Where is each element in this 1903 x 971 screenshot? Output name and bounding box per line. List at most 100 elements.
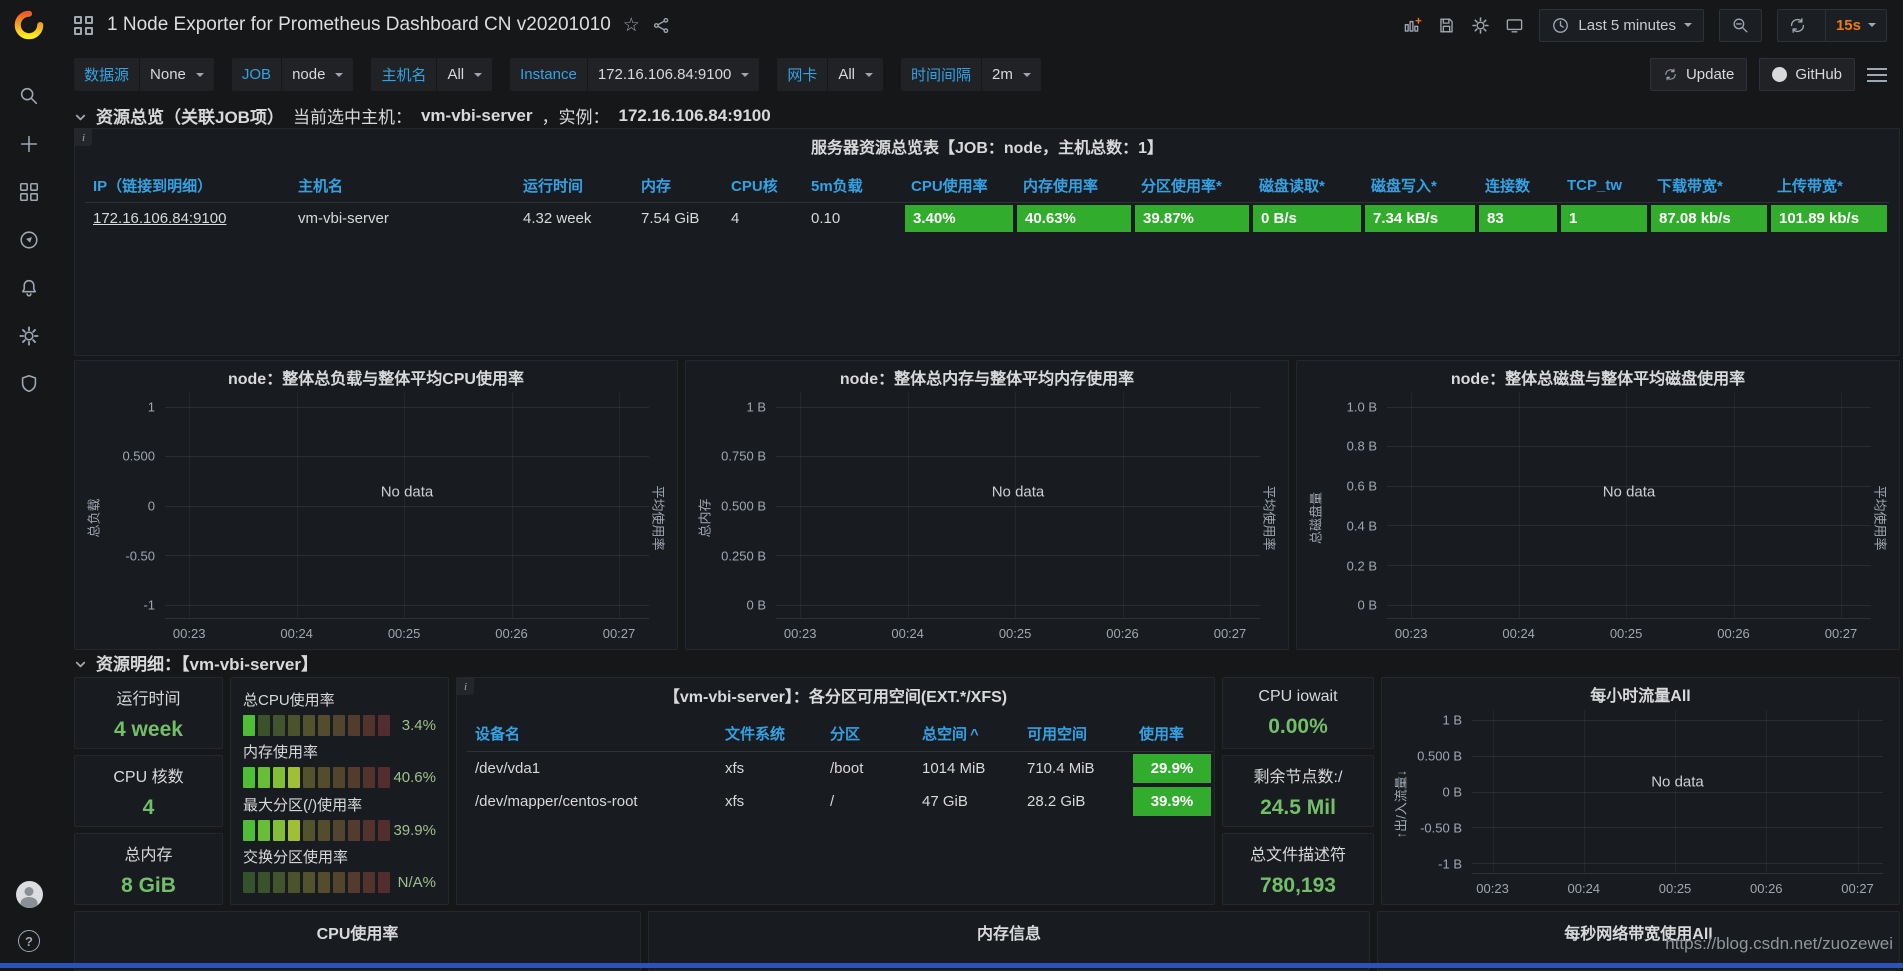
column-header[interactable]: TCP_tw [1559, 169, 1649, 203]
panel-title[interactable]: CPU使用率 [317, 926, 399, 943]
timeseries-panel-memory: node：整体总内存与整体平均内存使用率总内存1 B0.750 B0.500 B… [685, 360, 1289, 650]
column-header[interactable]: 总空间^ [914, 716, 1019, 752]
zoom-out-button[interactable] [1719, 9, 1762, 42]
plot-area[interactable]: No data [1472, 710, 1883, 874]
column-header[interactable]: 设备名 [467, 716, 717, 752]
ip-link[interactable]: 172.16.106.84:9100 [85, 203, 290, 234]
refresh-interval-dropdown[interactable]: 15s [1825, 10, 1886, 41]
time-range-picker[interactable]: Last 5 minutes [1539, 9, 1704, 42]
cell-mem: 7.54 GiB [633, 203, 723, 234]
y-axis: 1 B0.750 B0.500 B0.250 B0 B [714, 393, 776, 619]
column-header[interactable]: 内存使用率 [1015, 169, 1133, 203]
update-button[interactable]: Update [1650, 58, 1747, 91]
gauge-cell [348, 872, 360, 893]
hamburger-menu-icon[interactable] [1867, 68, 1887, 82]
x-axis-tick: 00:23 [784, 626, 817, 641]
save-icon[interactable] [1437, 16, 1456, 35]
x-axis-tick: 00:27 [1214, 626, 1247, 641]
variable-value-dropdown[interactable]: All [828, 58, 883, 91]
star-icon[interactable]: ☆ [623, 16, 640, 35]
alerting-bell-icon[interactable] [18, 277, 40, 299]
panel-title[interactable]: node：整体总磁盘与整体平均磁盘使用率 [1305, 367, 1891, 393]
panel-title[interactable]: node：整体总内存与整体平均内存使用率 [694, 367, 1280, 393]
column-header[interactable]: CPU使用率 [903, 169, 1015, 203]
column-header[interactable]: CPU核 [723, 169, 803, 203]
column-header[interactable]: 下载带宽* [1649, 169, 1769, 203]
column-header[interactable]: 内存 [633, 169, 723, 203]
tv-mode-icon[interactable] [1505, 16, 1524, 35]
chevron-down-icon[interactable] [74, 109, 87, 122]
y-axis-tick: 0.6 B [1347, 479, 1377, 494]
column-header[interactable]: 分区使用率* [1133, 169, 1251, 203]
row-header-overview[interactable]: 资源总览（关联JOB项） 当前选中主机： vm-vbi-server ，实例： … [74, 103, 1900, 128]
github-button[interactable]: GitHub [1759, 58, 1855, 91]
gauge-title: 总CPU使用率 [243, 689, 436, 710]
column-header[interactable]: 主机名 [290, 169, 515, 203]
variable-value-dropdown[interactable]: None [140, 58, 214, 91]
variable-label: 时间间隔 [901, 58, 981, 91]
server-admin-shield-icon[interactable] [18, 373, 40, 395]
variable-value-dropdown[interactable]: 2m [982, 58, 1041, 91]
chevron-down-icon[interactable] [74, 656, 87, 669]
panel-title[interactable]: 总文件描述符 [1250, 841, 1346, 865]
column-header[interactable]: IP（链接到明细） [85, 169, 290, 203]
y-axis-label-left: ↑出/入流量↓ [1390, 710, 1410, 898]
dashboards-icon[interactable] [18, 181, 40, 203]
plot-area[interactable]: No data [1387, 393, 1871, 619]
column-header[interactable]: 分区 [822, 716, 914, 752]
panel-title[interactable]: 总内存 [124, 841, 172, 865]
variable-value-dropdown[interactable]: node [282, 58, 353, 91]
grafana-logo-icon[interactable] [14, 10, 44, 45]
panel-title[interactable]: 服务器资源总览表【JOB：node，主机总数：1】 [85, 137, 1889, 161]
panel-title[interactable]: CPU 核数 [113, 763, 183, 787]
column-header[interactable]: 文件系统 [717, 716, 822, 752]
gridline [1387, 525, 1871, 526]
plot-area[interactable]: No data [776, 393, 1260, 619]
share-icon[interactable] [652, 16, 671, 35]
column-header[interactable]: 运行时间 [515, 169, 633, 203]
column-header[interactable]: 上传带宽* [1769, 169, 1889, 203]
column-header[interactable]: 磁盘读取* [1251, 169, 1363, 203]
cell-total: 47 GiB [914, 785, 1019, 818]
variable-label: 网卡 [777, 58, 827, 91]
stat-panel-inodes: 剩余节点数:/ 24.5 Mil [1222, 755, 1374, 827]
column-header[interactable]: 可用空间 [1019, 716, 1131, 752]
variable-value-dropdown[interactable]: All [437, 58, 492, 91]
panel-info-icon[interactable]: i [457, 678, 474, 695]
column-header[interactable]: 磁盘写入* [1363, 169, 1477, 203]
search-icon[interactable] [18, 85, 40, 107]
column-header[interactable]: 5m负载 [803, 169, 903, 203]
panel-title[interactable]: CPU iowait [1258, 688, 1337, 706]
dashboard-settings-gear-icon[interactable] [1471, 16, 1490, 35]
column-header[interactable]: 使用率 [1131, 716, 1213, 752]
chevron-down-icon [1023, 73, 1031, 77]
panel-title[interactable]: 剩余节点数:/ [1254, 763, 1343, 787]
help-icon[interactable]: ? [18, 930, 40, 952]
panel-title[interactable]: 每小时流量All [1390, 684, 1891, 710]
panel-title[interactable]: 【vm-vbi-server】：各分区可用空间(EXT.*/XFS) [467, 686, 1204, 710]
row-header-detail[interactable]: 资源明细：【vm-vbi-server】 [74, 650, 1900, 675]
explore-compass-icon[interactable] [18, 229, 40, 251]
gauge-cell [288, 872, 300, 893]
x-axis-tick: 00:25 [388, 626, 421, 641]
panel-title[interactable]: 内存信息 [977, 926, 1041, 943]
cell-used-pct: 39.9% [1131, 785, 1213, 818]
variable-value-dropdown[interactable]: 172.16.106.84:9100 [588, 58, 759, 91]
x-axis-tick: 00:25 [1610, 626, 1643, 641]
plot-area[interactable]: No data [165, 393, 649, 619]
panel-info-icon[interactable]: i [75, 129, 92, 146]
gridline [1472, 863, 1883, 864]
x-axis-tick: 00:27 [603, 626, 636, 641]
panel-title[interactable]: node：整体总负载与整体平均CPU使用率 [83, 367, 669, 393]
column-header[interactable]: 连接数 [1477, 169, 1559, 203]
panel-title[interactable]: 运行时间 [116, 685, 180, 709]
cell-tcp-tw: 1 [1559, 203, 1649, 234]
timeseries-panel-load: node：整体总负载与整体平均CPU使用率总负载10.5000-0.50-1No… [74, 360, 678, 650]
plus-icon[interactable] [18, 133, 40, 155]
dashboard-grid-icon[interactable] [74, 16, 93, 35]
refresh-button[interactable] [1778, 10, 1817, 41]
add-panel-icon[interactable] [1403, 16, 1422, 35]
y-axis: 1 B0.500 B0 B-0.50 B-1 B [1410, 710, 1472, 874]
configuration-gear-icon[interactable] [18, 325, 40, 347]
user-avatar[interactable] [16, 881, 43, 908]
